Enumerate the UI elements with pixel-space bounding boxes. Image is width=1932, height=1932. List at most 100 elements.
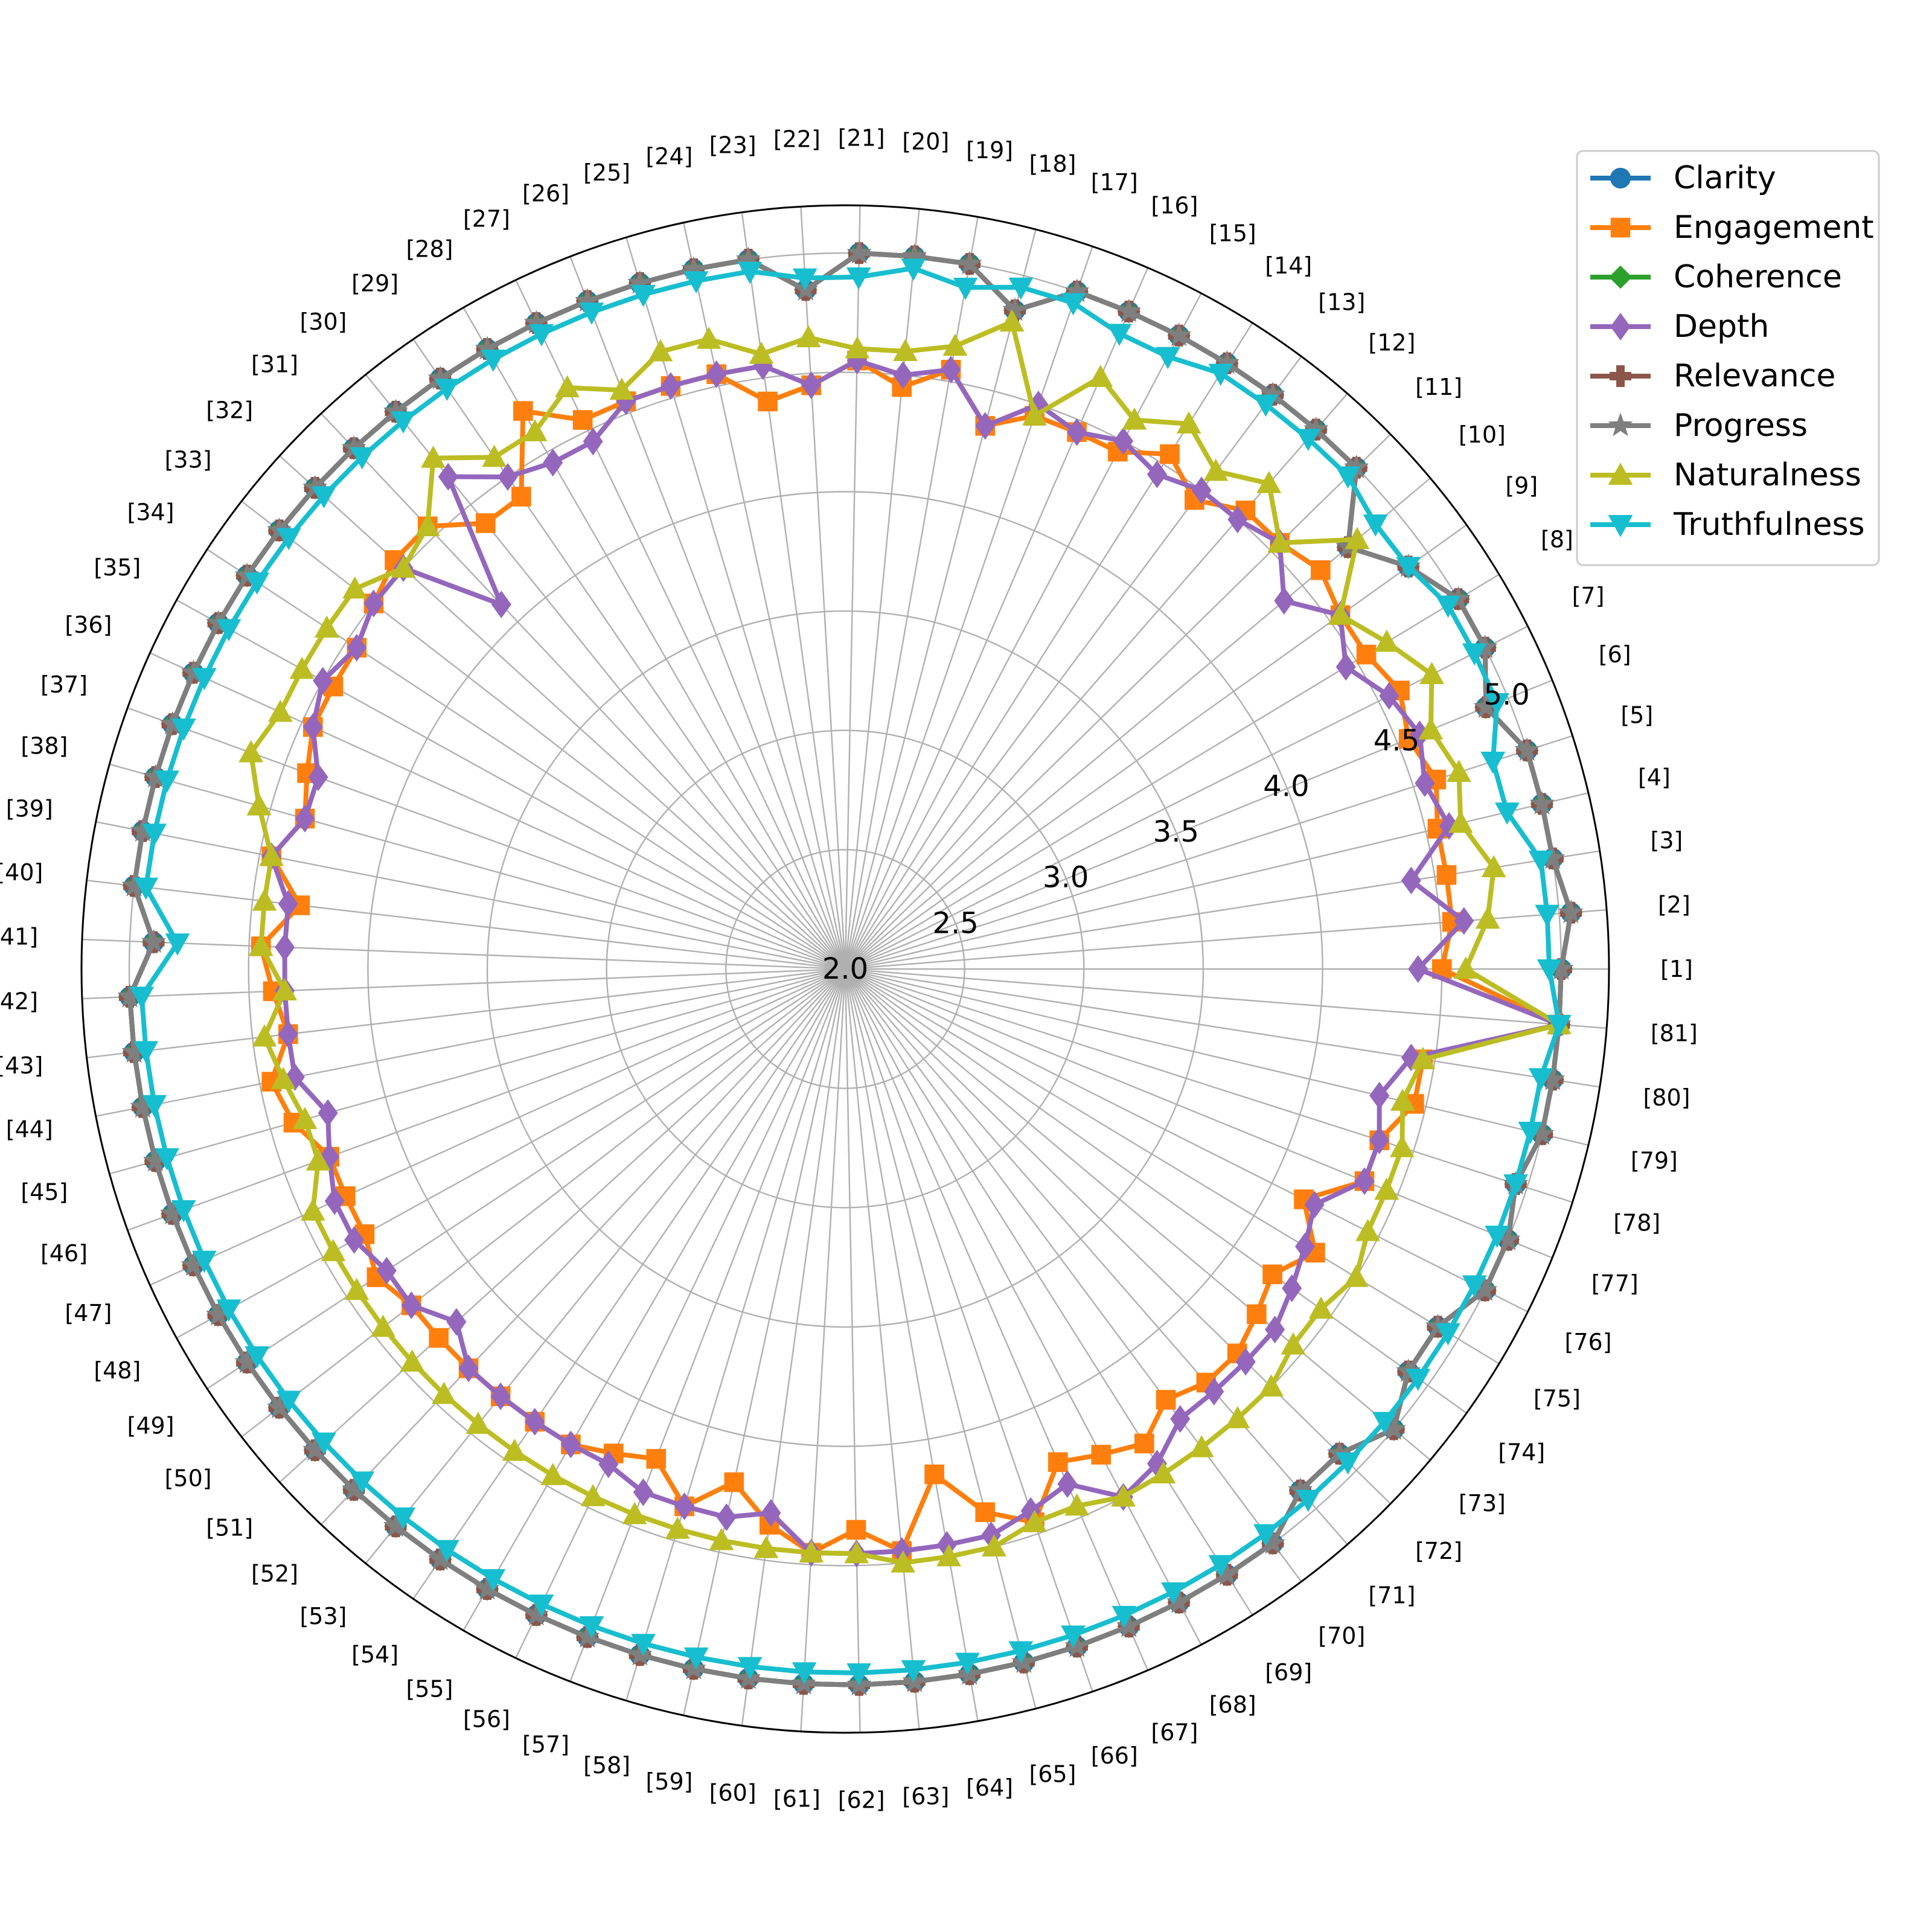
data-point xyxy=(936,1544,962,1567)
grid-spoke xyxy=(321,413,846,970)
grid-spoke xyxy=(844,968,1202,1645)
category-label: [44] xyxy=(6,1116,53,1142)
data-point xyxy=(1528,850,1553,873)
data-point xyxy=(540,1462,566,1485)
data-point xyxy=(1147,460,1167,488)
category-label: [23] xyxy=(709,132,756,159)
category-label: [71] xyxy=(1368,1582,1415,1608)
grid-spoke xyxy=(845,968,1589,1146)
data-point xyxy=(1265,1316,1285,1344)
data-point xyxy=(1088,365,1113,387)
grid-spoke xyxy=(845,968,1348,1545)
legend-entry-engagement: Engagement xyxy=(1590,210,1874,246)
category-label: [38] xyxy=(21,733,68,760)
data-point xyxy=(529,1595,554,1617)
data-point xyxy=(142,824,167,846)
grid-spoke xyxy=(683,968,846,1716)
data-point xyxy=(391,411,416,434)
data-point xyxy=(1335,466,1360,489)
data-point xyxy=(1494,802,1520,825)
data-point xyxy=(683,1647,709,1670)
data-point xyxy=(799,1540,824,1563)
grid-spoke xyxy=(241,501,846,970)
category-label: [25] xyxy=(583,159,630,186)
data-point xyxy=(846,1663,872,1686)
radial-tick-label: 2.5 xyxy=(932,906,978,940)
category-label: [41] xyxy=(0,924,38,950)
legend-label: Engagement xyxy=(1674,210,1874,246)
data-point xyxy=(133,877,159,900)
data-point xyxy=(529,324,554,347)
axis-labels: [1][2][3][4][5][6][7][8][9][10][11][12][… xyxy=(0,124,1698,1813)
grid-spoke xyxy=(845,968,1553,1259)
data-point xyxy=(324,1187,345,1215)
data-point xyxy=(476,513,496,533)
category-label: [75] xyxy=(1534,1385,1581,1412)
data-point xyxy=(347,633,367,662)
grid-spoke xyxy=(845,968,1500,1364)
grid-spoke xyxy=(86,879,846,970)
data-point xyxy=(749,341,774,364)
grid-spoke xyxy=(279,455,846,970)
data-point xyxy=(1161,1582,1186,1605)
grid-ring xyxy=(367,491,1323,1447)
grid-spoke xyxy=(149,968,846,1286)
data-point xyxy=(845,336,870,359)
data-point xyxy=(465,1412,491,1434)
data-point xyxy=(481,1569,506,1591)
data-point xyxy=(1446,760,1471,782)
grid-spoke xyxy=(844,968,1037,1709)
data-point xyxy=(155,1148,179,1171)
data-point xyxy=(924,1464,944,1485)
grid-spoke xyxy=(569,968,846,1682)
radial-tick-label: 4.0 xyxy=(1263,769,1309,803)
data-point xyxy=(844,1541,869,1564)
data-point xyxy=(1436,865,1457,885)
data-point xyxy=(681,1655,706,1680)
category-label: [65] xyxy=(1029,1761,1076,1787)
radial-tick-label: 5.0 xyxy=(1483,678,1529,712)
category-label: [2] xyxy=(1658,891,1690,918)
data-point xyxy=(555,375,580,398)
grid-spoke xyxy=(800,206,846,970)
data-point xyxy=(1328,603,1353,625)
data-point xyxy=(133,1041,159,1064)
data-point xyxy=(1253,394,1278,417)
data-point xyxy=(1608,515,1633,537)
data-point xyxy=(302,713,323,741)
data-point xyxy=(289,656,315,679)
grid-spoke xyxy=(845,477,1431,970)
legend-box xyxy=(1576,150,1880,566)
data-point xyxy=(431,1381,456,1404)
data-point xyxy=(999,309,1025,332)
category-label: [22] xyxy=(773,126,820,152)
data-point xyxy=(1134,1433,1154,1454)
data-point xyxy=(141,929,167,953)
series-line-naturalness xyxy=(248,319,1562,1566)
data-point xyxy=(792,1662,817,1684)
legend-entry-relevance: Relevance xyxy=(1590,358,1835,394)
data-point xyxy=(142,1095,167,1118)
data-point xyxy=(511,487,531,507)
data-point xyxy=(522,419,548,441)
data-point xyxy=(191,1250,217,1273)
category-label: [52] xyxy=(251,1561,298,1587)
data-point xyxy=(1610,217,1631,238)
category-label: [68] xyxy=(1209,1691,1256,1718)
grid-spoke xyxy=(569,256,846,970)
data-point xyxy=(543,449,563,477)
series-line-engagement xyxy=(258,358,1562,1555)
data-point xyxy=(1208,1555,1233,1578)
data-point xyxy=(1410,1046,1436,1069)
data-point xyxy=(1008,1641,1034,1664)
data-point xyxy=(846,1520,866,1540)
category-label: [54] xyxy=(351,1642,398,1668)
data-point xyxy=(1267,530,1293,553)
category-label: [42] xyxy=(0,988,38,1014)
category-label: [67] xyxy=(1151,1719,1198,1745)
data-point xyxy=(1296,1489,1321,1512)
grid-spoke xyxy=(844,968,979,1721)
data-point xyxy=(901,258,926,281)
data-point xyxy=(311,486,336,509)
